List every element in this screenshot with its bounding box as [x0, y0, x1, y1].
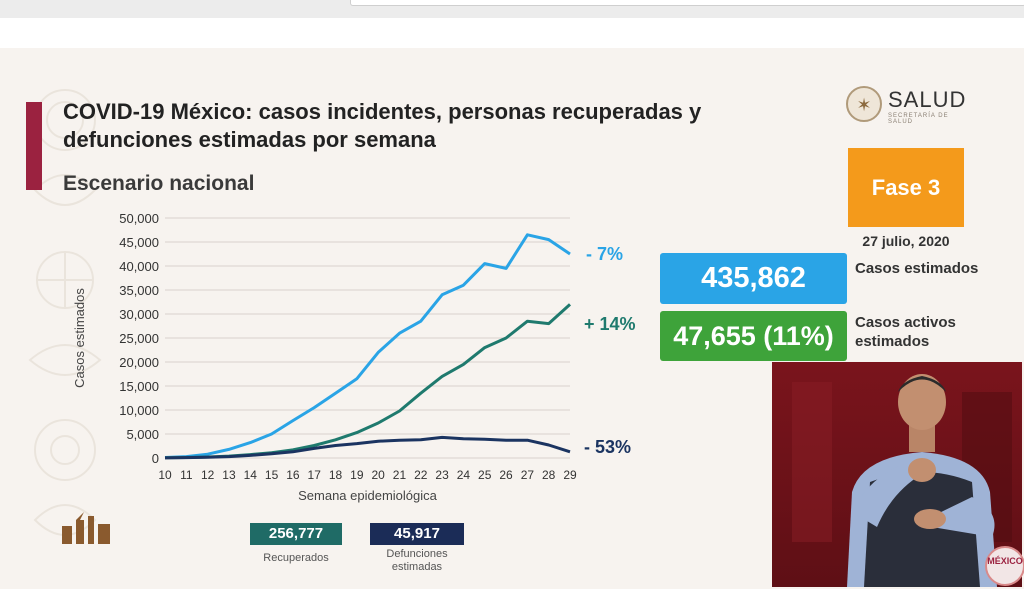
slide-subtitle: Escenario nacional [63, 172, 255, 195]
active-cases-label: Casos activos estimados [855, 314, 956, 350]
sign-language-interpreter-video [772, 362, 1022, 587]
x-tick-label: 15 [265, 468, 279, 482]
series-change-label: + 14% [584, 314, 636, 334]
x-tick-label: 27 [521, 468, 535, 482]
series-line [164, 435, 571, 460]
x-tick-label: 29 [563, 468, 577, 482]
x-tick-label: 22 [414, 468, 428, 482]
recovered-total-label: Recuperados [263, 552, 329, 564]
x-tick-label: 28 [542, 468, 556, 482]
report-date: 27 julio, 2020 [862, 233, 950, 249]
y-tick-label: 40,000 [119, 259, 159, 274]
cases-line-chart: 0 5,000 10,000 15,000 20,000 25,000 30,000 35,0… [72, 211, 577, 503]
y-tick-label: 35,000 [119, 283, 159, 298]
x-tick-label: 16 [286, 468, 300, 482]
x-tick-label: 24 [457, 468, 471, 482]
salud-logo: ✶ SALUD SECRETARÍA DE SALUD [846, 86, 971, 126]
y-tick-label: 5,000 [126, 427, 159, 442]
y-tick-label: 20,000 [119, 355, 159, 370]
active-cases-value: 47,655 (11%) [660, 311, 847, 361]
x-tick-label: 12 [201, 468, 215, 482]
estimated-cases-value: 435,862 [660, 253, 847, 304]
y-axis-label: Casos estimados [72, 288, 87, 388]
series-line [164, 233, 571, 459]
x-tick-label: 21 [393, 468, 407, 482]
x-tick-label: 23 [435, 468, 449, 482]
decorative-pattern [28, 89, 102, 536]
x-tick-label: 19 [350, 468, 364, 482]
x-tick-label: 14 [244, 468, 258, 482]
x-tick-label: 26 [499, 468, 513, 482]
y-tick-label: 15,000 [119, 379, 159, 394]
deaths-total-label: Defunciones estimadas [386, 548, 448, 573]
monument-illustration [62, 512, 110, 544]
phase-badge: Fase 3 [848, 148, 964, 227]
y-tick-label: 50,000 [119, 211, 159, 226]
estimated-cases-label: Casos estimados [855, 260, 979, 277]
x-tick-label: 25 [478, 468, 492, 482]
y-tick-label: 45,000 [119, 235, 159, 250]
deaths-total-value: 45,917 [370, 523, 464, 545]
browser-top-bar [0, 0, 1024, 18]
seal-icon: ✶ [846, 86, 882, 122]
slide-title: COVID-19 México: casos incidentes, perso… [63, 99, 702, 152]
series-line [164, 303, 572, 460]
x-axis-label: Semana epidemiológica [298, 488, 438, 503]
x-tick-label: 17 [308, 468, 322, 482]
logo-subtext: SECRETARÍA DE SALUD [888, 113, 949, 125]
y-tick-label: 10,000 [119, 403, 159, 418]
logo-text: SALUD [888, 87, 967, 112]
interpreter-figure [792, 374, 1012, 587]
x-tick-label: 20 [371, 468, 385, 482]
corner-badge: MÉXICO [985, 546, 1024, 586]
series-change-label: - 7% [586, 244, 624, 264]
title-accent-bar [26, 102, 42, 190]
x-tick-label: 11 [180, 468, 193, 482]
y-tick-label: 0 [152, 451, 159, 466]
address-bar[interactable] [350, 0, 1024, 6]
x-tick-label: 18 [329, 468, 343, 482]
x-tick-label: 13 [222, 468, 236, 482]
recovered-total-value: 256,777 [250, 523, 342, 545]
y-tick-label: 30,000 [119, 307, 159, 322]
series-change-label: - 53% [584, 437, 632, 457]
y-tick-label: 25,000 [119, 331, 159, 346]
x-tick-label: 10 [158, 468, 172, 482]
